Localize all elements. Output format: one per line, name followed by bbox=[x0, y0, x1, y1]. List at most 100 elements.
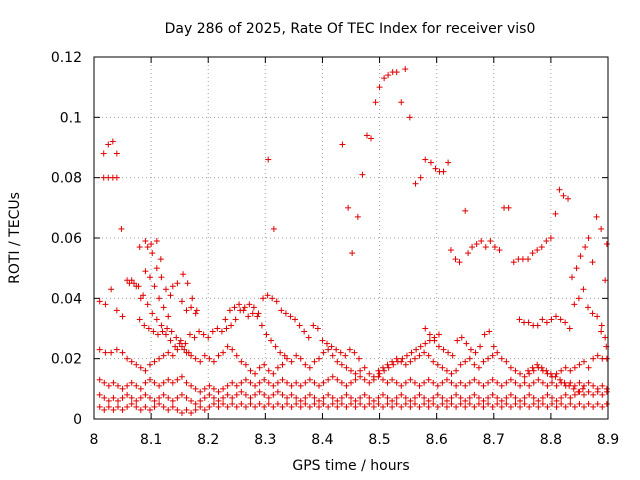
data-point bbox=[220, 394, 227, 401]
data-point bbox=[553, 397, 560, 404]
data-point bbox=[146, 406, 153, 413]
data-point bbox=[223, 325, 230, 332]
data-point bbox=[475, 394, 482, 401]
data-point bbox=[385, 364, 392, 371]
data-point bbox=[363, 132, 370, 139]
data-point bbox=[585, 379, 592, 386]
data-point bbox=[256, 400, 263, 407]
data-point bbox=[384, 400, 391, 407]
data-point bbox=[352, 403, 359, 410]
data-point bbox=[192, 406, 199, 413]
data-point bbox=[151, 283, 158, 290]
data-point bbox=[581, 391, 588, 398]
data-point bbox=[297, 355, 304, 362]
data-point bbox=[581, 382, 588, 389]
data-point bbox=[319, 337, 326, 344]
data-point bbox=[162, 331, 169, 338]
data-point bbox=[473, 241, 480, 248]
y-tick-label: 0.02 bbox=[51, 352, 82, 368]
x-tick-label: 8 bbox=[90, 432, 99, 448]
data-point bbox=[329, 394, 336, 401]
x-tick-label: 8.5 bbox=[368, 432, 390, 448]
data-point bbox=[193, 307, 200, 314]
data-point bbox=[571, 391, 578, 398]
data-point bbox=[255, 310, 262, 317]
data-point bbox=[585, 364, 592, 371]
data-point bbox=[105, 403, 112, 410]
data-point bbox=[512, 367, 519, 374]
data-point bbox=[109, 138, 116, 145]
data-point bbox=[270, 403, 277, 410]
data-point bbox=[577, 253, 584, 260]
data-point bbox=[603, 388, 610, 395]
data-point bbox=[560, 192, 567, 199]
data-point bbox=[158, 274, 165, 281]
data-point bbox=[505, 204, 512, 211]
data-points bbox=[96, 66, 610, 416]
data-point bbox=[539, 400, 546, 407]
data-point bbox=[113, 307, 120, 314]
data-point bbox=[457, 361, 464, 368]
data-point bbox=[192, 400, 199, 407]
data-point bbox=[270, 391, 277, 398]
data-point bbox=[142, 391, 149, 398]
data-point bbox=[156, 394, 163, 401]
data-point bbox=[146, 394, 153, 401]
data-point bbox=[590, 382, 597, 389]
data-point bbox=[284, 394, 291, 401]
data-point bbox=[530, 400, 537, 407]
data-point bbox=[517, 403, 524, 410]
data-point bbox=[526, 370, 533, 377]
data-point bbox=[201, 406, 208, 413]
data-point bbox=[343, 403, 350, 410]
data-point bbox=[399, 355, 406, 362]
data-point bbox=[494, 400, 501, 407]
data-point bbox=[599, 382, 606, 389]
data-point bbox=[594, 400, 601, 407]
data-point bbox=[151, 397, 158, 404]
data-point bbox=[367, 135, 374, 142]
data-point bbox=[443, 376, 450, 383]
data-point bbox=[192, 310, 199, 317]
data-point bbox=[512, 400, 519, 407]
data-point bbox=[413, 346, 420, 353]
data-point bbox=[422, 340, 429, 347]
data-point bbox=[153, 316, 160, 323]
data-point bbox=[169, 283, 176, 290]
data-point bbox=[314, 325, 321, 332]
data-point bbox=[119, 394, 126, 401]
data-point bbox=[447, 247, 454, 254]
data-point bbox=[598, 322, 605, 329]
data-point bbox=[394, 358, 401, 365]
data-point bbox=[229, 379, 236, 386]
data-point bbox=[133, 403, 140, 410]
data-point bbox=[113, 346, 120, 353]
data-point bbox=[485, 400, 492, 407]
data-point bbox=[503, 400, 510, 407]
data-point bbox=[366, 400, 373, 407]
data-point bbox=[547, 235, 554, 241]
data-point bbox=[324, 340, 331, 347]
data-point bbox=[351, 349, 358, 356]
data-point bbox=[288, 391, 295, 398]
data-point bbox=[571, 382, 578, 389]
data-point bbox=[416, 382, 423, 389]
y-tick-label: 0.08 bbox=[51, 171, 82, 187]
data-point bbox=[562, 391, 569, 398]
data-point bbox=[352, 397, 359, 404]
data-point bbox=[486, 328, 493, 335]
data-point bbox=[297, 397, 304, 404]
data-point bbox=[242, 403, 249, 410]
data-point bbox=[333, 346, 340, 353]
data-point bbox=[569, 274, 576, 281]
y-tick-label: 0.12 bbox=[51, 50, 82, 66]
data-point bbox=[142, 268, 149, 275]
data-point bbox=[402, 400, 409, 407]
data-point bbox=[174, 406, 181, 413]
data-point bbox=[338, 361, 345, 368]
data-point bbox=[274, 388, 281, 395]
data-point bbox=[316, 403, 323, 410]
data-point bbox=[557, 316, 564, 323]
data-point bbox=[507, 364, 514, 371]
data-point bbox=[462, 358, 469, 365]
